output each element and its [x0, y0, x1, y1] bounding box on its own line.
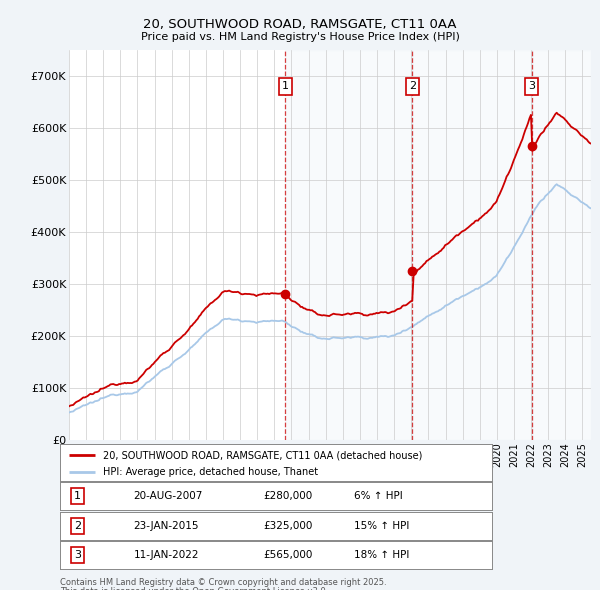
Bar	[532, 50, 591, 440]
Text: 2: 2	[409, 81, 416, 91]
Text: Price paid vs. HM Land Registry's House Price Index (HPI): Price paid vs. HM Land Registry's House …	[140, 32, 460, 42]
Text: £565,000: £565,000	[263, 550, 313, 560]
Text: 18% ↑ HPI: 18% ↑ HPI	[354, 550, 409, 560]
Text: 20, SOUTHWOOD ROAD, RAMSGATE, CT11 0AA: 20, SOUTHWOOD ROAD, RAMSGATE, CT11 0AA	[143, 18, 457, 31]
Text: 20-AUG-2007: 20-AUG-2007	[133, 491, 203, 501]
Text: £325,000: £325,000	[263, 521, 313, 530]
Text: 1: 1	[74, 491, 81, 501]
Text: 23-JAN-2015: 23-JAN-2015	[133, 521, 199, 530]
Bar	[412, 50, 532, 440]
Text: 3: 3	[74, 550, 81, 560]
Text: 11-JAN-2022: 11-JAN-2022	[133, 550, 199, 560]
Text: 3: 3	[528, 81, 535, 91]
Text: This data is licensed under the Open Government Licence v3.0.: This data is licensed under the Open Gov…	[60, 587, 328, 590]
Text: £280,000: £280,000	[263, 491, 312, 501]
Text: Contains HM Land Registry data © Crown copyright and database right 2025.: Contains HM Land Registry data © Crown c…	[60, 578, 386, 588]
Text: 20, SOUTHWOOD ROAD, RAMSGATE, CT11 0AA (detached house): 20, SOUTHWOOD ROAD, RAMSGATE, CT11 0AA (…	[103, 450, 422, 460]
Text: 1: 1	[282, 81, 289, 91]
Text: 6% ↑ HPI: 6% ↑ HPI	[354, 491, 403, 501]
Text: HPI: Average price, detached house, Thanet: HPI: Average price, detached house, Than…	[103, 467, 319, 477]
Text: 2: 2	[74, 521, 81, 530]
Bar	[286, 50, 412, 440]
Text: 15% ↑ HPI: 15% ↑ HPI	[354, 521, 409, 530]
